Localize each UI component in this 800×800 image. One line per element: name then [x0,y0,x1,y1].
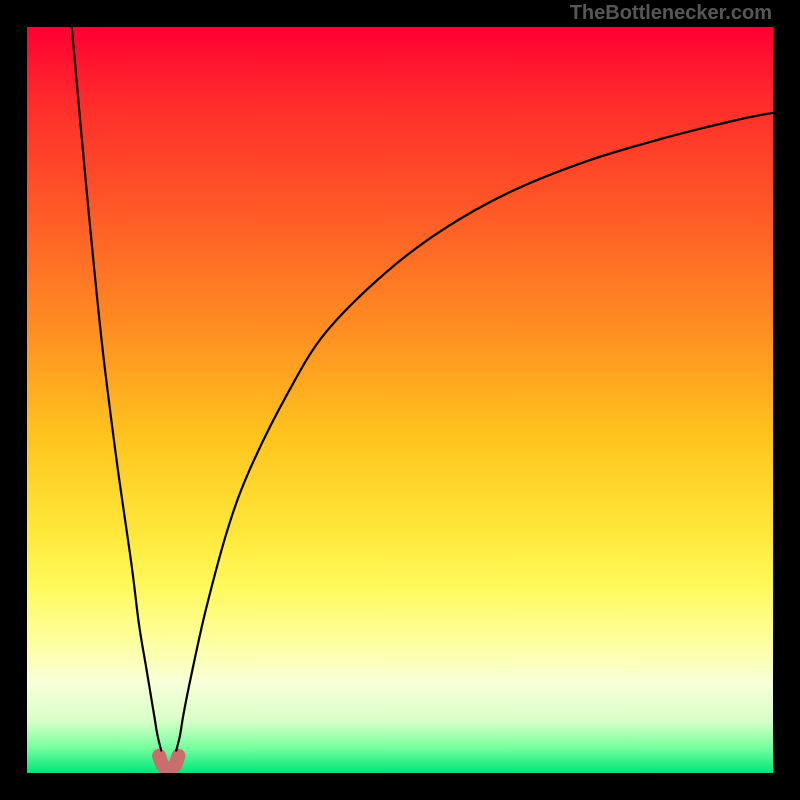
chart-container: TheBottlenecker.com [0,0,800,800]
plot-area [27,27,773,773]
watermark-text: TheBottlenecker.com [570,2,772,25]
chart-svg [27,27,773,773]
